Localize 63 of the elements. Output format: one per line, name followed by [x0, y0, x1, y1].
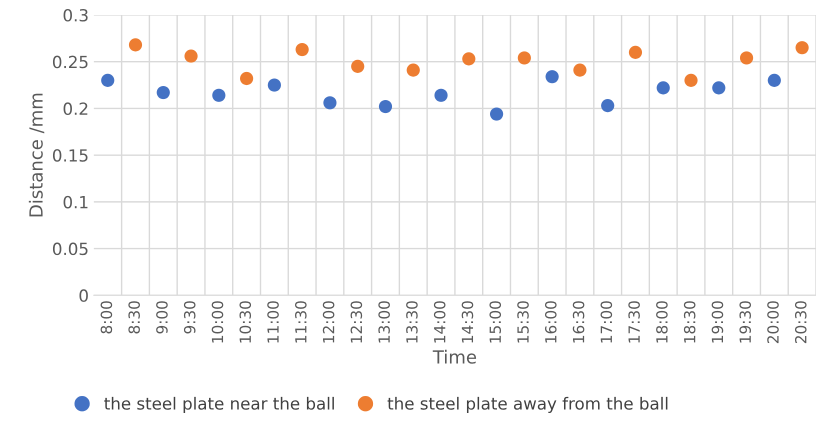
y-tick-label: 0.1 [64, 196, 88, 208]
x-tick-label: 8:30 [128, 301, 140, 334]
x-tick-label: 12:00 [322, 301, 334, 343]
x-tick-label: 13:30 [406, 301, 418, 343]
y-tick-label: 0.15 [52, 149, 88, 162]
y-tick-label: 0 [79, 289, 88, 302]
point [406, 64, 420, 77]
x-tick-label: 10:30 [239, 301, 252, 343]
y-tick-label: 0.25 [52, 56, 88, 68]
point [740, 51, 754, 65]
x-axis-title: Time [432, 350, 476, 364]
x-tick-label: 15:00 [489, 301, 502, 343]
x-tick-label: 10:00 [212, 301, 224, 343]
point [296, 42, 309, 56]
point [184, 50, 198, 63]
point [518, 51, 531, 65]
point [351, 60, 364, 73]
point [101, 74, 114, 87]
point [490, 107, 504, 121]
point [546, 70, 559, 84]
x-tick-label: 14:30 [462, 301, 474, 343]
x-tick-label: 13:00 [378, 301, 390, 343]
point [768, 74, 781, 87]
legend-label: the steel plate near the ball [104, 396, 334, 413]
x-tick-label: 14:00 [434, 301, 446, 343]
point [684, 74, 698, 87]
x-tick-label: 9:30 [184, 301, 196, 334]
x-tick-label: 9:00 [156, 301, 168, 334]
point [796, 41, 809, 54]
x-tick-label: 11:00 [267, 301, 279, 343]
y-tick-label: 0.3 [64, 8, 88, 22]
y-tick-label: 0.2 [64, 102, 88, 115]
x-tick-label: 8:00 [100, 301, 112, 334]
point [573, 64, 586, 77]
x-tick-label: 15:30 [517, 301, 529, 343]
point [628, 46, 642, 59]
point [156, 86, 170, 100]
y-axis-title: Distance /mm [28, 94, 44, 216]
point [434, 88, 448, 102]
point [462, 52, 476, 66]
x-tick-label: 11:30 [295, 301, 307, 343]
x-tick-label: 18:30 [684, 301, 696, 343]
point [712, 81, 726, 94]
point [240, 72, 254, 86]
x-tick-label: 19:00 [712, 301, 724, 343]
x-tick-label: 16:00 [545, 301, 557, 343]
point [378, 100, 392, 114]
point [128, 38, 142, 52]
x-tick-label: 20:00 [767, 301, 779, 344]
point [212, 88, 226, 102]
y-tick-label: 0.05 [52, 242, 88, 256]
point [323, 96, 337, 110]
point [601, 99, 614, 112]
x-tick-label: 20:30 [794, 301, 807, 344]
x-tick-label: 17:30 [628, 301, 640, 343]
x-tick-label: 16:30 [572, 301, 584, 343]
point [656, 81, 670, 94]
x-tick-label: 18:00 [656, 301, 668, 343]
x-tick-label: 12:30 [350, 301, 362, 343]
legend-label: the steel plate away from the ball [388, 396, 668, 413]
x-tick-label: 19:30 [739, 301, 751, 343]
point [268, 78, 281, 92]
x-tick-label: 17:00 [600, 301, 612, 343]
